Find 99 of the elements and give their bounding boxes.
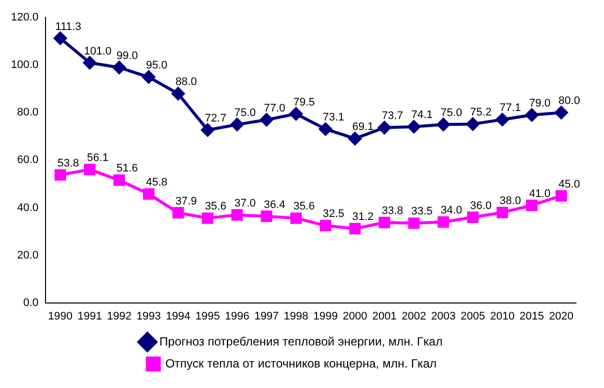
data-label: 101.0	[84, 45, 112, 58]
x-tick-label: 2000	[342, 310, 368, 322]
x-tick-label: 1998	[284, 310, 308, 322]
x-tick-label: 1999	[313, 310, 338, 322]
point	[436, 118, 450, 132]
x-tick-label: 1993	[136, 310, 161, 322]
data-label: 73.1	[322, 112, 344, 124]
x-tick-label: 2001	[372, 310, 397, 322]
point	[172, 206, 184, 218]
point	[554, 106, 568, 120]
data-label: 36.0	[470, 200, 492, 212]
x-tick-label: 1992	[106, 310, 132, 322]
point	[466, 118, 480, 131]
point	[290, 212, 302, 224]
point	[260, 113, 274, 126]
data-label: 31.2	[352, 211, 374, 224]
point	[348, 132, 362, 146]
x-tick-label: 2002	[402, 310, 426, 322]
point	[230, 118, 244, 132]
point	[496, 113, 509, 126]
legend-label: Отпуск тепла от источников концерна, млн. Гкал	[165, 356, 437, 370]
y-tick-label: 40.0	[17, 202, 39, 214]
point	[467, 212, 479, 223]
data-label: 45.8	[146, 176, 168, 188]
point	[202, 212, 214, 224]
point	[112, 61, 126, 74]
y-tick-label: 60.0	[17, 154, 39, 166]
data-label: 72.7	[204, 112, 226, 125]
point	[54, 169, 66, 181]
data-label: 38.0	[500, 195, 522, 208]
point	[172, 87, 185, 100]
point	[54, 32, 67, 45]
x-tick-label: 2003	[431, 310, 456, 322]
data-label: 73.7	[382, 110, 404, 122]
data-label: 77.0	[264, 102, 286, 114]
point	[408, 217, 420, 229]
point	[438, 216, 450, 228]
x-tick-label: 2005	[460, 310, 486, 322]
point	[407, 120, 420, 134]
x-tick-label: 1997	[254, 310, 279, 322]
point	[142, 188, 154, 200]
data-label: 79.0	[529, 98, 551, 110]
data-label: 88.0	[175, 76, 197, 88]
data-label: 69.1	[352, 121, 374, 134]
point	[319, 122, 332, 136]
x-tick-label: 1995	[195, 310, 220, 322]
point	[378, 121, 391, 134]
point	[320, 220, 332, 232]
point	[142, 70, 156, 84]
data-label: 80.0	[558, 95, 580, 108]
point	[113, 174, 125, 186]
x-tick-label: 1991	[77, 310, 102, 322]
y-tick-label: 0.0	[23, 296, 39, 309]
y-tick-label: 100.0	[10, 59, 39, 72]
y-tick-label: 120.0	[10, 12, 39, 24]
x-tick-label: 2010	[490, 310, 515, 322]
data-label: 37.0	[234, 197, 256, 210]
point	[496, 206, 508, 218]
data-label: 51.6	[116, 162, 138, 175]
data-label: 74.1	[411, 109, 433, 122]
point	[83, 56, 96, 70]
data-label: 79.5	[293, 96, 315, 108]
data-label: 99.0	[116, 50, 138, 62]
point	[290, 107, 303, 120]
data-label: 75.2	[470, 106, 492, 119]
legend-label: Прогноз потребления тепловой энергии, млн. Гкал	[159, 334, 443, 348]
data-label: 36.4	[264, 198, 286, 211]
data-label: 33.5	[411, 206, 433, 218]
point	[525, 108, 538, 122]
data-label: 37.9	[175, 195, 197, 208]
data-label: 77.1	[500, 102, 522, 114]
point	[378, 216, 390, 228]
x-tick-label: 2020	[549, 310, 574, 322]
x-tick-label: 1996	[224, 310, 250, 322]
x-tick-label: 2015	[520, 310, 544, 322]
data-label: 75.0	[440, 107, 462, 120]
data-label: 34.0	[440, 204, 462, 217]
point	[349, 222, 361, 234]
data-label: 75.0	[234, 107, 256, 120]
data-label: 33.8	[382, 205, 404, 217]
point	[231, 209, 243, 221]
point	[201, 124, 214, 137]
y-tick-label: 20.0	[17, 249, 39, 262]
data-label: 45.0	[558, 178, 580, 190]
x-tick-label: 1990	[48, 310, 73, 322]
data-label: 111.3	[55, 20, 82, 33]
data-label: 41.0	[529, 188, 551, 200]
data-label: 35.6	[293, 200, 315, 213]
point	[84, 164, 96, 176]
y-tick-label: 80.0	[17, 106, 39, 119]
data-label: 32.5	[322, 208, 344, 220]
data-label: 56.1	[87, 152, 108, 164]
x-tick-label: 1994	[166, 310, 190, 322]
data-label: 53.8	[58, 157, 79, 170]
point	[526, 200, 538, 212]
point	[556, 190, 568, 202]
data-label: 95.0	[146, 60, 168, 72]
data-label: 35.6	[204, 200, 226, 213]
point	[260, 210, 272, 222]
